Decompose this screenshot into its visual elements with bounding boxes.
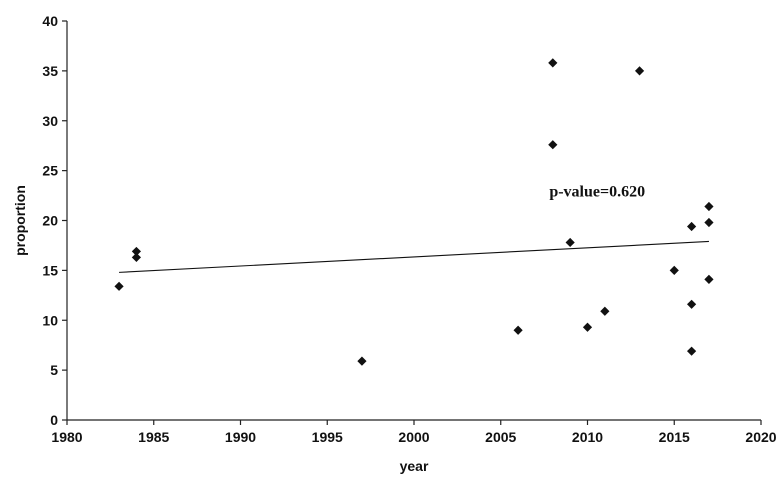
x-ticks: 1980 1985 1990 1995 2000 2005 2010 2015 2020 (51, 420, 777, 445)
x-tick-label: 1985 (138, 429, 169, 445)
y-tick-label: 5 (50, 362, 58, 378)
data-point (565, 237, 575, 248)
data-point (634, 66, 645, 76)
y-tick-label: 10 (42, 312, 58, 328)
data-points (114, 58, 714, 366)
data-point (704, 274, 714, 284)
y-tick-label: 25 (42, 163, 58, 179)
p-value-annotation: p-value=0.620 (549, 184, 645, 201)
x-tick-label: 2020 (745, 429, 776, 445)
y-tick-label: 40 (42, 13, 58, 29)
data-point (114, 281, 124, 291)
x-tick-label: 1990 (225, 429, 256, 445)
y-tick-label: 35 (42, 63, 58, 79)
data-point (669, 265, 679, 275)
axes (66, 21, 761, 421)
x-tick-label: 2005 (485, 429, 516, 445)
x-tick-label: 2000 (398, 429, 429, 445)
x-tick-label: 1980 (51, 429, 82, 445)
y-ticks: 0 5 10 15 20 25 30 35 40 (42, 13, 67, 428)
data-point (582, 322, 593, 332)
data-point (548, 140, 558, 150)
data-point (687, 346, 697, 356)
data-point (548, 58, 558, 68)
data-point (513, 325, 523, 335)
y-tick-label: 20 (42, 213, 58, 229)
y-axis-title: proportion (12, 185, 28, 256)
y-tick-label: 0 (50, 412, 58, 428)
x-tick-label: 2010 (572, 429, 603, 445)
data-point (704, 201, 714, 212)
trendline (119, 240, 709, 273)
x-axis-title: year (400, 458, 429, 474)
data-point (687, 221, 697, 232)
data-point (704, 217, 714, 228)
data-point (600, 306, 610, 316)
x-tick-label: 1995 (312, 429, 343, 445)
data-point (357, 356, 367, 366)
data-point (687, 299, 697, 309)
data-point (131, 252, 141, 263)
y-tick-label: 30 (42, 113, 58, 129)
data-point (131, 246, 141, 257)
y-tick-label: 15 (42, 262, 58, 278)
x-tick-label: 2015 (659, 429, 690, 445)
